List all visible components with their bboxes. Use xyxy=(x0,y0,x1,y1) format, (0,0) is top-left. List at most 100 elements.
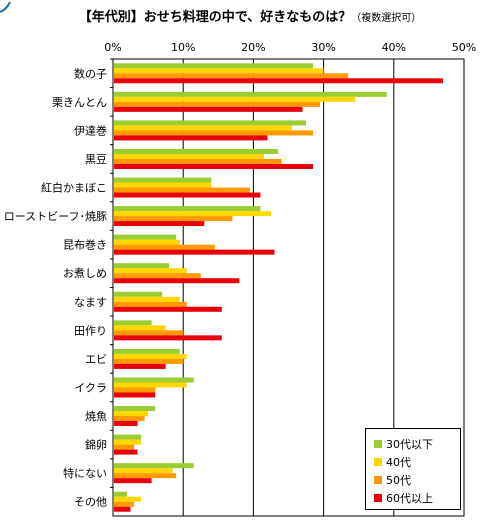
x-tick-label: 30% xyxy=(311,41,335,54)
category-label: 紅白かまぼこ xyxy=(41,181,107,195)
bar xyxy=(114,363,166,369)
bar xyxy=(114,348,180,354)
bar xyxy=(114,221,205,227)
bar xyxy=(114,192,261,198)
bar xyxy=(114,325,166,331)
bar xyxy=(114,377,194,383)
category-label: 焼魚 xyxy=(85,410,107,423)
category-label: お煮しめ xyxy=(63,267,107,280)
bar xyxy=(114,501,135,507)
legend-swatch xyxy=(374,476,382,484)
chart-title: 【年代別】おせち料理の中で、好きなものは？（複数選択可） xyxy=(0,6,500,25)
bar xyxy=(114,148,278,154)
x-tick-label: 50% xyxy=(452,41,476,54)
legend-item: 60代以上 xyxy=(374,489,460,507)
bar xyxy=(114,91,387,97)
bar xyxy=(114,68,324,74)
bar xyxy=(114,335,222,341)
bar xyxy=(114,273,201,279)
category-label: 数の子 xyxy=(74,67,107,80)
category-label: 栗きんとん xyxy=(52,96,107,109)
legend-swatch xyxy=(374,440,382,448)
bar xyxy=(114,63,314,69)
bar xyxy=(114,163,314,169)
category-label: イクラ xyxy=(74,381,107,394)
category-label: 田作り xyxy=(74,324,107,337)
bar xyxy=(114,330,184,336)
bar xyxy=(114,406,156,412)
bar xyxy=(114,463,194,469)
bar xyxy=(114,478,152,484)
x-tick-label: 10% xyxy=(171,41,195,54)
legend-item: 40代 xyxy=(374,453,460,471)
bar xyxy=(114,249,275,255)
bar xyxy=(114,392,156,398)
chart-title-text: 【年代別】おせち料理の中で、好きなものは？ xyxy=(78,10,352,25)
bar xyxy=(114,278,240,284)
bar xyxy=(114,296,180,302)
bar xyxy=(114,244,215,250)
bar xyxy=(114,306,222,312)
bar xyxy=(114,387,156,393)
bar xyxy=(114,320,152,326)
category-label: 特にない xyxy=(63,466,107,480)
category-label: ローストビーフ･焼豚 xyxy=(4,210,107,223)
legend-item: 30代以下 xyxy=(374,435,460,453)
bar xyxy=(114,439,142,445)
legend-swatch xyxy=(374,458,382,466)
bar xyxy=(114,444,135,450)
bar xyxy=(114,468,173,474)
bar xyxy=(114,130,314,136)
bar xyxy=(114,78,443,84)
bar xyxy=(114,211,271,217)
bar xyxy=(114,353,187,359)
bar xyxy=(114,421,138,427)
bar xyxy=(114,101,321,107)
bar xyxy=(114,301,187,307)
chart-legend: 30代以下 40代 50代 60代以上 xyxy=(365,428,461,510)
bar xyxy=(114,291,163,297)
category-label: その他 xyxy=(74,496,107,509)
bar xyxy=(114,234,177,240)
bar xyxy=(114,106,303,112)
bar xyxy=(114,216,233,222)
category-label: なます xyxy=(74,296,107,309)
bar xyxy=(114,96,356,102)
bar xyxy=(114,434,142,440)
chart-title-note: （複数選択可） xyxy=(351,13,422,24)
category-label: 黒豆 xyxy=(85,153,107,166)
legend-label: 30代以下 xyxy=(386,438,433,451)
x-tick-label: 0% xyxy=(104,41,121,54)
bar xyxy=(114,263,170,269)
legend-swatch xyxy=(374,494,382,502)
bar xyxy=(114,491,128,497)
bar xyxy=(114,416,145,422)
category-label: 昆布巻き xyxy=(63,239,107,252)
bar xyxy=(114,506,131,512)
category-label: 伊達巻 xyxy=(74,124,107,137)
bar xyxy=(114,135,268,141)
bar xyxy=(114,187,250,193)
bar xyxy=(114,153,264,159)
bar xyxy=(114,73,349,79)
bar xyxy=(114,358,184,364)
legend-label: 60代以上 xyxy=(386,492,433,505)
legend-label: 50代 xyxy=(386,474,411,487)
x-tick-label: 40% xyxy=(382,41,406,54)
bar xyxy=(114,496,142,502)
bar xyxy=(114,268,187,274)
bar xyxy=(114,449,138,455)
bar xyxy=(114,206,261,212)
category-label: エビ xyxy=(85,353,107,366)
bar xyxy=(114,473,177,479)
bar xyxy=(114,125,293,131)
legend-label: 40代 xyxy=(386,456,411,469)
bar xyxy=(114,182,212,188)
x-tick-label: 20% xyxy=(241,41,265,54)
bar xyxy=(114,177,212,183)
bar xyxy=(114,382,187,388)
category-label: 錦卵 xyxy=(85,438,107,452)
bar xyxy=(114,411,149,417)
bar xyxy=(114,158,282,164)
